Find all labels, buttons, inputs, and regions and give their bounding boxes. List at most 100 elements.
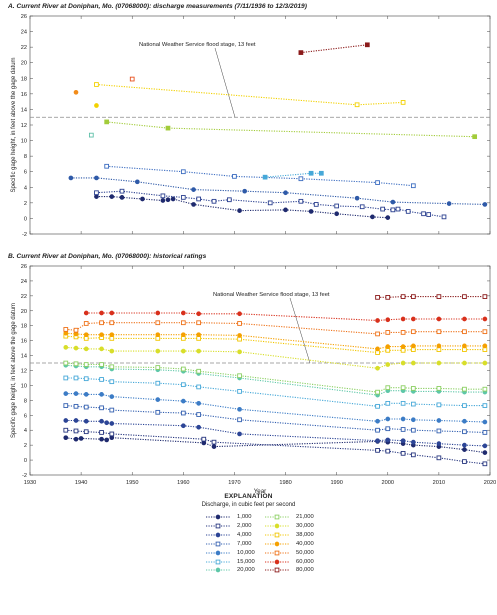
- series-line: [106, 165, 414, 187]
- data-point: [134, 179, 140, 185]
- rating-point: [400, 427, 406, 432]
- rating-point: [400, 360, 406, 366]
- series-line: [65, 364, 485, 396]
- rating-point: [196, 368, 202, 374]
- rating-point: [83, 362, 89, 367]
- rating-point: [63, 345, 69, 350]
- rating-point: [462, 386, 467, 392]
- rating-point: [462, 316, 467, 322]
- series-line: [65, 419, 485, 447]
- data-point: [308, 209, 314, 214]
- data-point: [73, 89, 79, 95]
- rating-point: [482, 343, 488, 349]
- rating-point: [237, 417, 242, 423]
- data-point: [421, 211, 426, 217]
- rating-point: [104, 437, 110, 443]
- y-tick-label: 14: [21, 354, 27, 360]
- rating-point: [73, 403, 79, 409]
- data-point: [196, 196, 202, 202]
- rating-point: [83, 418, 89, 424]
- rating-point: [385, 295, 391, 300]
- y-tick-label: 10: [21, 139, 27, 145]
- data-point: [364, 42, 370, 48]
- legend-item: 1,000: [205, 513, 252, 521]
- rating-point: [410, 360, 416, 366]
- rating-point: [155, 332, 161, 338]
- legend-swatch: [265, 568, 289, 573]
- legend-label: 50,000: [296, 549, 314, 556]
- data-point: [334, 203, 340, 209]
- y-tick-label: 0: [24, 458, 27, 464]
- legend-title: EXPLANATION: [224, 493, 273, 500]
- legend-item: 10,000: [205, 549, 255, 557]
- data-point: [298, 50, 304, 55]
- rating-point: [375, 318, 380, 323]
- rating-point: [375, 438, 380, 444]
- legend-swatch: [265, 559, 289, 564]
- rating-point: [63, 375, 69, 381]
- rating-point: [375, 389, 380, 395]
- rating-point: [462, 459, 467, 464]
- rating-point: [400, 416, 406, 422]
- data-point: [68, 175, 74, 181]
- rating-point: [109, 310, 115, 316]
- rating-point: [63, 327, 69, 332]
- rating-point: [400, 294, 406, 299]
- data-point: [400, 100, 406, 105]
- rating-point: [436, 329, 442, 335]
- annotation-leader: [289, 297, 311, 364]
- data-point: [446, 201, 452, 206]
- rating-point: [385, 385, 391, 391]
- legend-label: 30,000: [296, 522, 314, 529]
- rating-point: [196, 336, 202, 341]
- rating-point: [385, 416, 391, 422]
- series-line: [65, 346, 485, 369]
- rating-point: [83, 376, 89, 382]
- legend-item: 50,000: [264, 549, 314, 557]
- rating-point: [385, 317, 391, 323]
- y-tick-label: 18: [21, 76, 27, 82]
- data-point: [441, 214, 447, 220]
- rating-point: [180, 410, 186, 416]
- rating-point: [73, 375, 79, 381]
- legend-label: 4,000: [237, 531, 252, 538]
- rating-point: [83, 310, 89, 316]
- rating-point: [99, 392, 104, 397]
- rating-point: [83, 336, 89, 341]
- legend-swatch: [206, 568, 230, 573]
- x-tick-label: 1930: [24, 480, 36, 486]
- flood-stage-annotation: National Weather Service flood stage, 13…: [213, 292, 330, 298]
- rating-point: [436, 347, 442, 352]
- x-tick-label: 2000: [382, 480, 394, 486]
- rating-point: [63, 435, 69, 441]
- rating-point: [180, 332, 186, 338]
- rating-point: [482, 386, 488, 392]
- legend-marker: [215, 559, 221, 564]
- legend-swatch: [265, 532, 289, 538]
- rating-point: [400, 330, 406, 335]
- rating-point: [99, 332, 104, 338]
- rating-point: [196, 320, 202, 326]
- series-line: [65, 429, 485, 465]
- rating-point: [410, 452, 416, 458]
- data-point: [160, 198, 166, 203]
- legend-item: 20,000: [205, 566, 255, 574]
- legend-label: 15,000: [237, 558, 255, 565]
- x-tick-label: 1980: [279, 480, 291, 486]
- rating-point: [436, 360, 442, 366]
- series-line: [96, 196, 388, 219]
- flood-stage-annotation: National Weather Service flood stage, 13…: [139, 42, 256, 48]
- legend-label: 60,000: [296, 558, 314, 565]
- rating-point: [436, 418, 442, 423]
- rating-point: [410, 329, 416, 335]
- data-point: [119, 195, 125, 200]
- panel-a-title: A. Current River at Doniphan, Mo. (07068…: [8, 3, 307, 10]
- legend-marker: [215, 532, 221, 538]
- rating-point: [63, 403, 69, 408]
- y-tick-label: 16: [21, 339, 27, 345]
- legend-swatch: [265, 550, 289, 555]
- rating-point: [104, 420, 110, 426]
- rating-point: [385, 330, 391, 335]
- rating-point: [385, 344, 391, 349]
